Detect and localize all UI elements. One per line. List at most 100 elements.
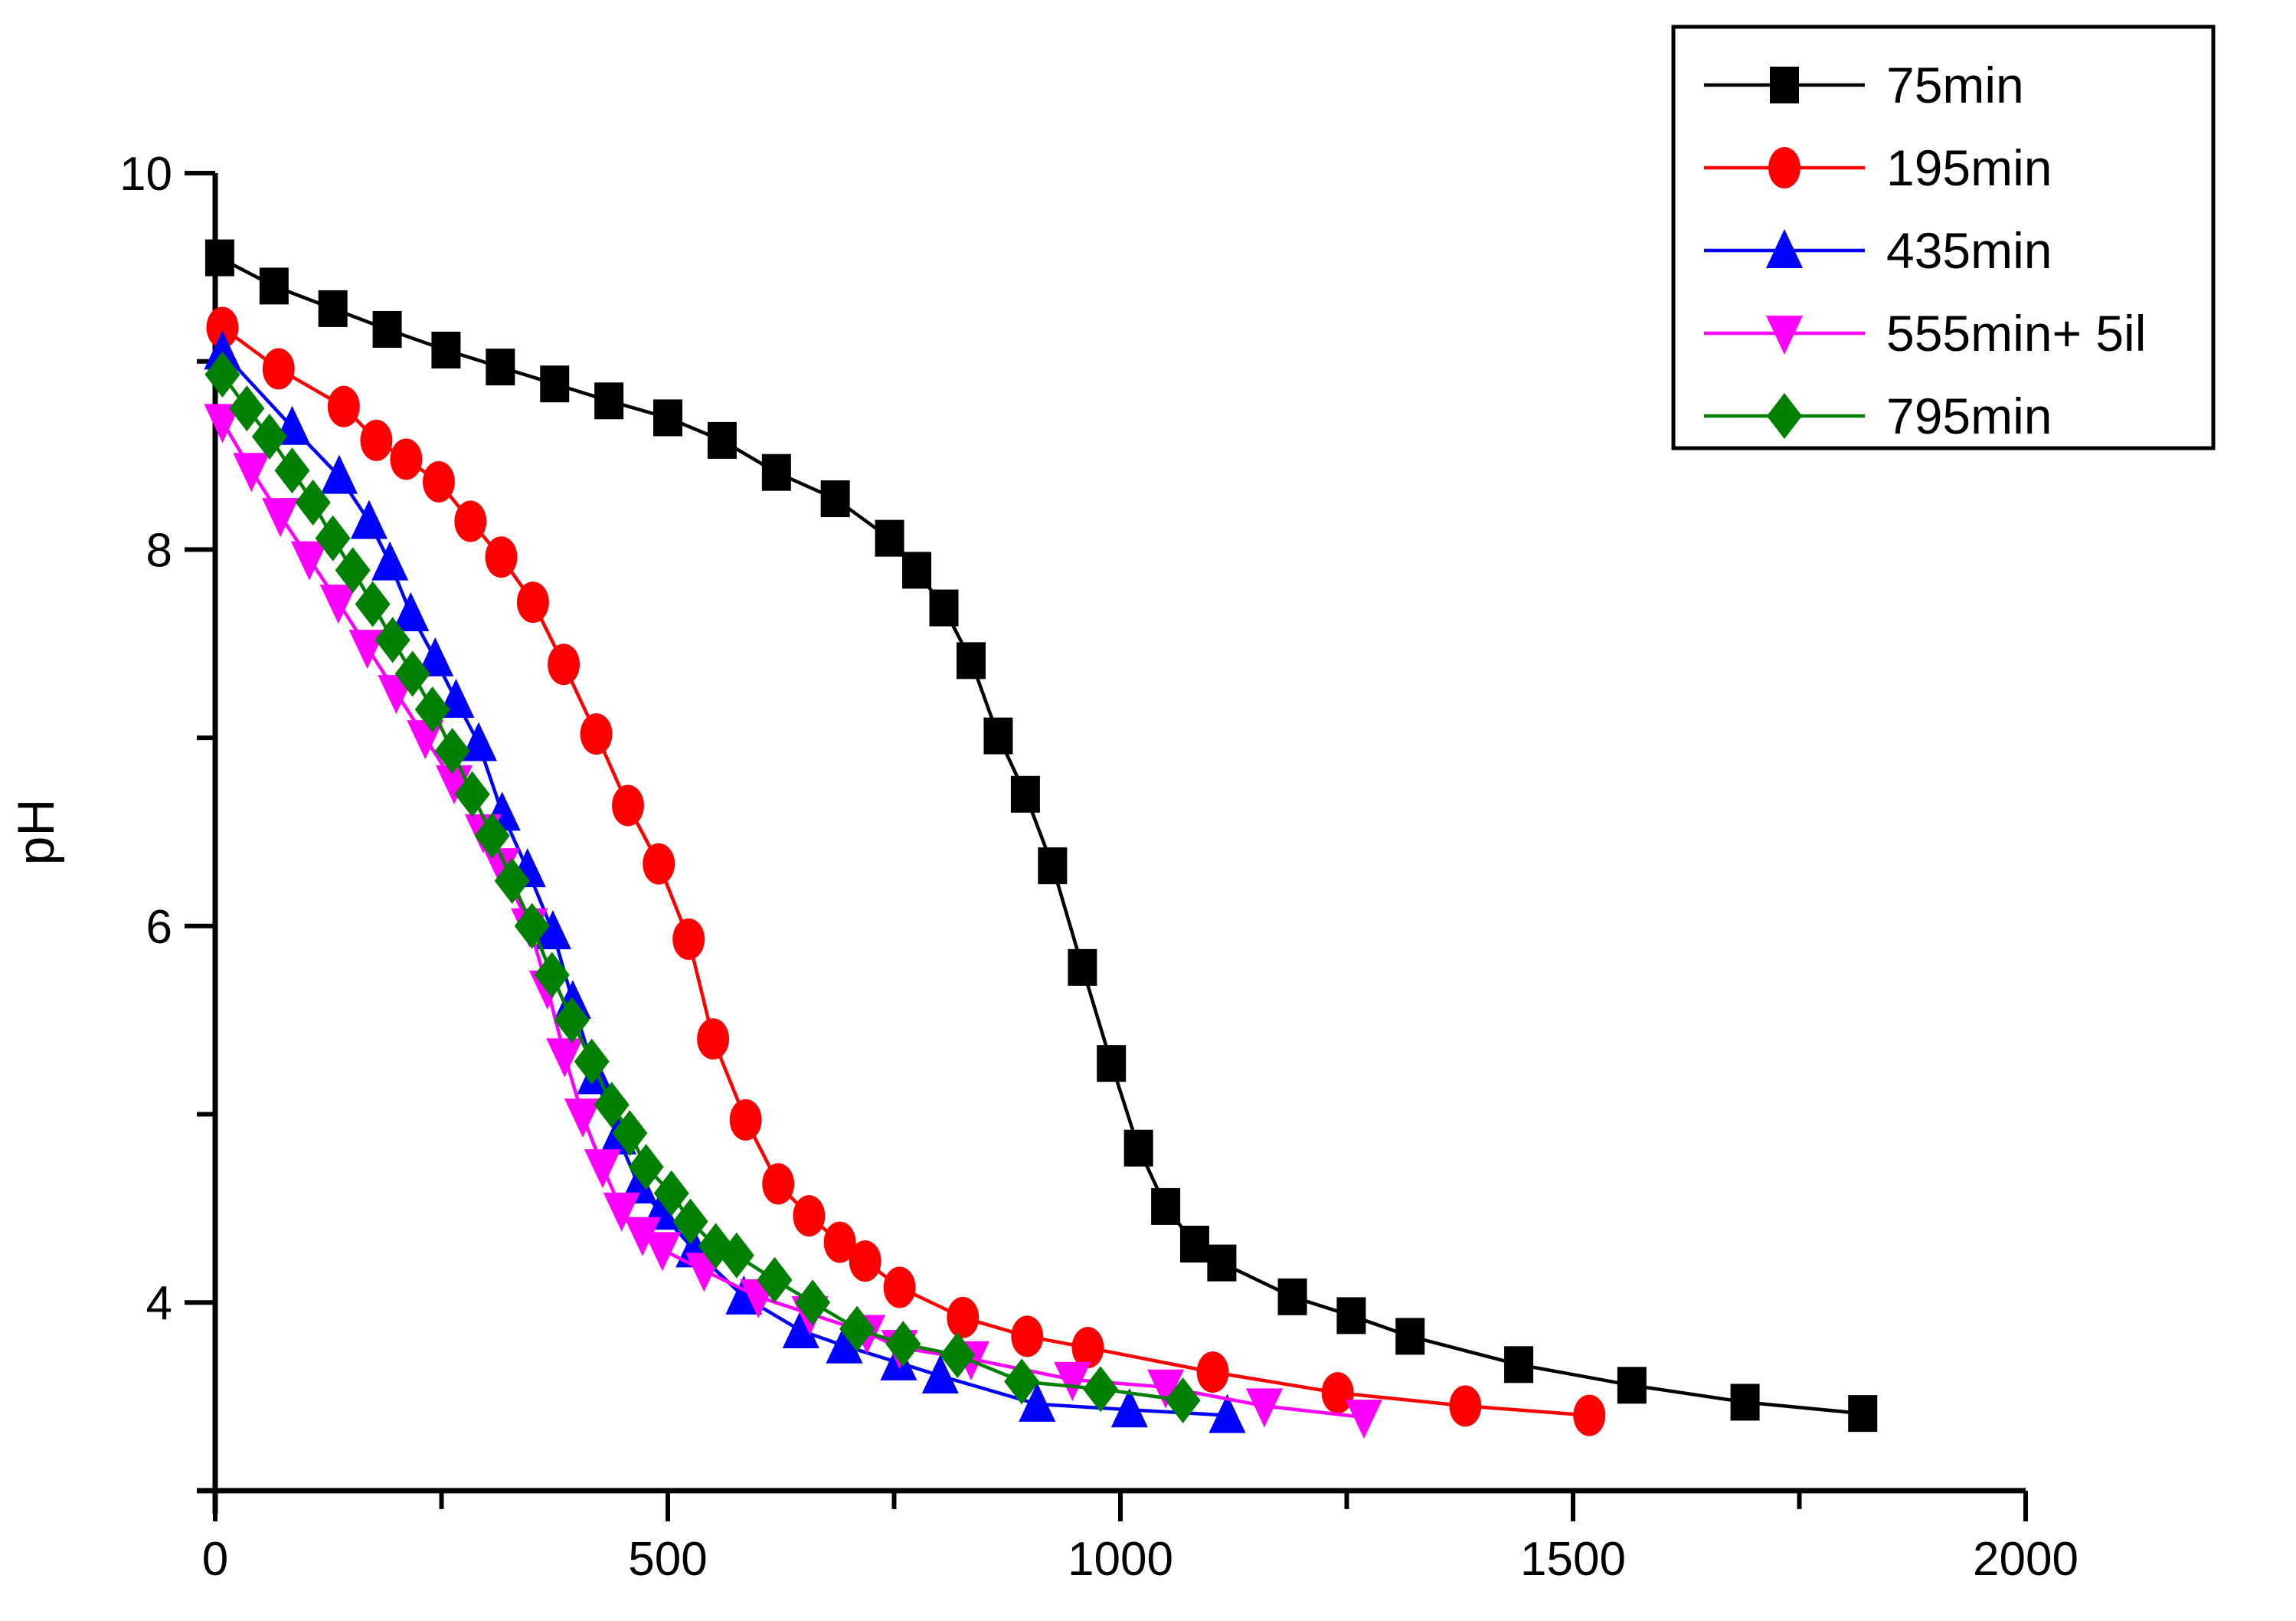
circle-marker <box>729 1099 762 1141</box>
x-tick-label: 1000 <box>1068 1533 1173 1586</box>
square-marker <box>1277 1278 1307 1315</box>
circle-marker <box>390 438 423 480</box>
legend-item-435min: 435min <box>1704 222 2052 279</box>
square-marker <box>983 717 1013 755</box>
square-marker <box>820 480 850 518</box>
diamond-marker <box>885 1321 921 1367</box>
legend-item-75min: 75min <box>1704 57 2024 113</box>
diamond-marker <box>295 479 331 526</box>
circle-marker <box>883 1266 916 1308</box>
circle-marker <box>327 385 360 427</box>
diamond-marker <box>355 581 391 627</box>
circle-marker <box>485 536 518 578</box>
triangle-up-marker <box>534 910 571 950</box>
square-marker <box>1068 948 1097 986</box>
diamond-marker <box>653 1170 689 1217</box>
triangle-down-marker <box>233 453 270 493</box>
series-795min <box>204 351 1201 1423</box>
y-tick-label: 4 <box>146 1277 172 1330</box>
square-marker <box>259 267 289 305</box>
triangle-down-marker <box>1766 316 1803 355</box>
square-marker <box>929 589 959 627</box>
diamond-marker <box>554 997 590 1043</box>
diamond-marker <box>251 413 287 460</box>
diamond-marker <box>204 351 240 398</box>
triangle-up-marker <box>921 1354 959 1394</box>
legend-box <box>1671 25 2216 450</box>
circle-marker <box>947 1296 980 1338</box>
legend: 75min 195min 435min 555min+ 5il 795min <box>1671 25 2216 450</box>
triangle-down-marker <box>319 585 357 624</box>
square-marker <box>1151 1187 1181 1225</box>
square-marker <box>653 399 682 437</box>
diamond-marker <box>514 902 550 949</box>
triangle-down-marker <box>1345 1400 1382 1439</box>
diamond-marker <box>374 617 410 663</box>
diamond-marker <box>434 728 470 774</box>
circle-marker <box>262 348 295 390</box>
circle-marker <box>849 1240 881 1282</box>
diamond-marker <box>574 1038 610 1085</box>
triangle-down-marker <box>1245 1388 1283 1428</box>
triangle-up-marker <box>1110 1388 1148 1428</box>
triangle-down-marker <box>623 1217 661 1256</box>
square-marker <box>1395 1318 1425 1355</box>
circle-marker <box>1011 1315 1044 1357</box>
y-tick-label: 6 <box>146 901 172 954</box>
circle-marker <box>548 643 581 686</box>
legend-label: 195min <box>1886 139 2052 196</box>
square-marker <box>1179 1226 1209 1263</box>
square-marker <box>1123 1129 1153 1167</box>
square-marker <box>204 239 234 277</box>
circle-marker <box>643 843 675 885</box>
triangle-up-marker <box>1209 1393 1246 1433</box>
diamond-marker <box>1082 1366 1118 1413</box>
y-tick-label: 10 <box>119 148 172 201</box>
circle-marker <box>206 306 239 349</box>
triangle-down-marker <box>603 1192 640 1232</box>
circle-marker <box>580 713 613 755</box>
series-555min-5il <box>204 404 1382 1439</box>
diamond-marker <box>672 1198 708 1245</box>
square-marker <box>1730 1384 1760 1421</box>
x-tick-label: 1500 <box>1520 1533 1626 1586</box>
square-marker <box>902 552 932 589</box>
circle-marker <box>793 1195 826 1237</box>
triangle-up-marker <box>350 499 388 539</box>
triangle-up-marker <box>371 541 409 581</box>
square-marker <box>1770 67 1799 103</box>
diamond-marker <box>612 1110 648 1157</box>
square-marker <box>431 331 461 368</box>
circle-marker <box>762 1163 795 1205</box>
circle-marker <box>422 460 455 503</box>
triangle-down-marker <box>1054 1361 1091 1401</box>
y-tick-label: 8 <box>146 524 172 577</box>
x-tick-label: 2000 <box>1973 1533 2079 1586</box>
series-75min <box>204 239 1878 1433</box>
square-marker <box>1010 775 1040 813</box>
axes: 4 6 8 10 0 500 1000 1500 2000 <box>119 148 2079 1586</box>
square-marker <box>875 519 904 557</box>
legend-label: 555min+ 5il <box>1886 305 2146 362</box>
triangle-down-marker <box>564 1098 601 1138</box>
square-marker <box>1038 847 1068 885</box>
diamond-marker <box>594 1082 630 1128</box>
diamond-marker <box>274 447 310 494</box>
triangle-down-marker <box>584 1149 621 1189</box>
circle-marker <box>1449 1385 1482 1427</box>
triangle-down-marker <box>204 404 241 444</box>
diamond-marker <box>414 686 450 733</box>
triangle-up-marker <box>826 1324 863 1364</box>
square-marker <box>372 310 402 348</box>
diamond-marker <box>474 812 510 859</box>
circle-marker <box>454 500 487 542</box>
series-line <box>218 256 1863 1416</box>
triangle-up-marker <box>782 1309 819 1349</box>
square-marker <box>1097 1045 1127 1082</box>
circle-marker <box>360 419 393 461</box>
triangle-down-marker <box>643 1232 681 1272</box>
diamond-marker <box>534 951 570 998</box>
diamond-marker <box>940 1331 976 1378</box>
diamond-marker <box>795 1279 831 1326</box>
legend-item-555min-5il: 555min+ 5il <box>1704 305 2146 362</box>
